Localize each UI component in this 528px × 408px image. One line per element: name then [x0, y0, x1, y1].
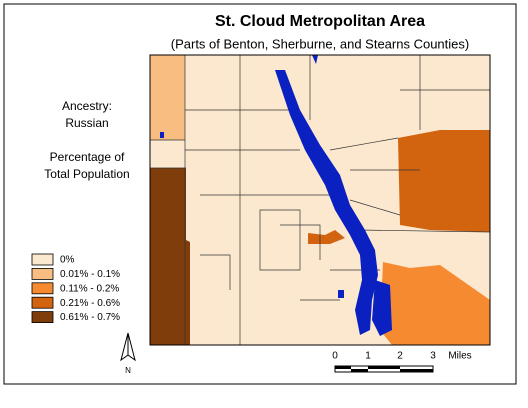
legend-label: 0%: [60, 255, 75, 266]
legend-swatch: [31, 253, 54, 266]
river: [275, 70, 378, 335]
legend: 0% 0.01% - 0.1% 0.11% - 0.2% 0.21% - 0.6% 0.…: [31, 253, 120, 324]
side-text: Percentage of: [50, 150, 125, 164]
region: [150, 168, 190, 345]
legend-swatch: [31, 267, 54, 280]
water: [160, 55, 392, 336]
title: St. Cloud Metropolitan Area: [215, 13, 425, 30]
north-arrow: N: [120, 332, 136, 375]
side-text: Total Population: [44, 167, 129, 181]
subtitle: (Parts of Benton, Sherburne, and Stearns…: [171, 36, 469, 51]
north-label: N: [125, 366, 131, 375]
region: [150, 55, 185, 140]
map-area: [149, 54, 491, 346]
legend-swatch: [31, 296, 54, 309]
region: [380, 262, 490, 345]
legend-label: 0.11% - 0.2%: [60, 283, 119, 294]
map-frame: [149, 54, 491, 346]
side-text: Russian: [65, 116, 108, 130]
legend-swatch: [31, 282, 54, 295]
lake: [160, 132, 164, 138]
side-text: Ancestry:: [62, 99, 112, 113]
lake: [312, 55, 318, 64]
scale-label: 3: [430, 351, 436, 362]
region: [398, 130, 490, 232]
lake: [338, 290, 344, 298]
scale-label: 1: [365, 351, 371, 362]
legend-label: 0.01% - 0.1%: [60, 269, 120, 280]
boundaries: [150, 55, 491, 345]
scale-bar: 0 1 2 3 Miles: [332, 351, 472, 373]
scale-label: 0: [332, 351, 338, 362]
legend-label: 0.61% - 0.7%: [60, 312, 120, 323]
legend-swatch: [31, 311, 54, 324]
legend-label: 0.21% - 0.6%: [60, 298, 120, 309]
river: [372, 280, 392, 336]
scale-unit: Miles: [448, 351, 471, 362]
region: [308, 230, 345, 244]
scale-label: 2: [397, 351, 403, 362]
